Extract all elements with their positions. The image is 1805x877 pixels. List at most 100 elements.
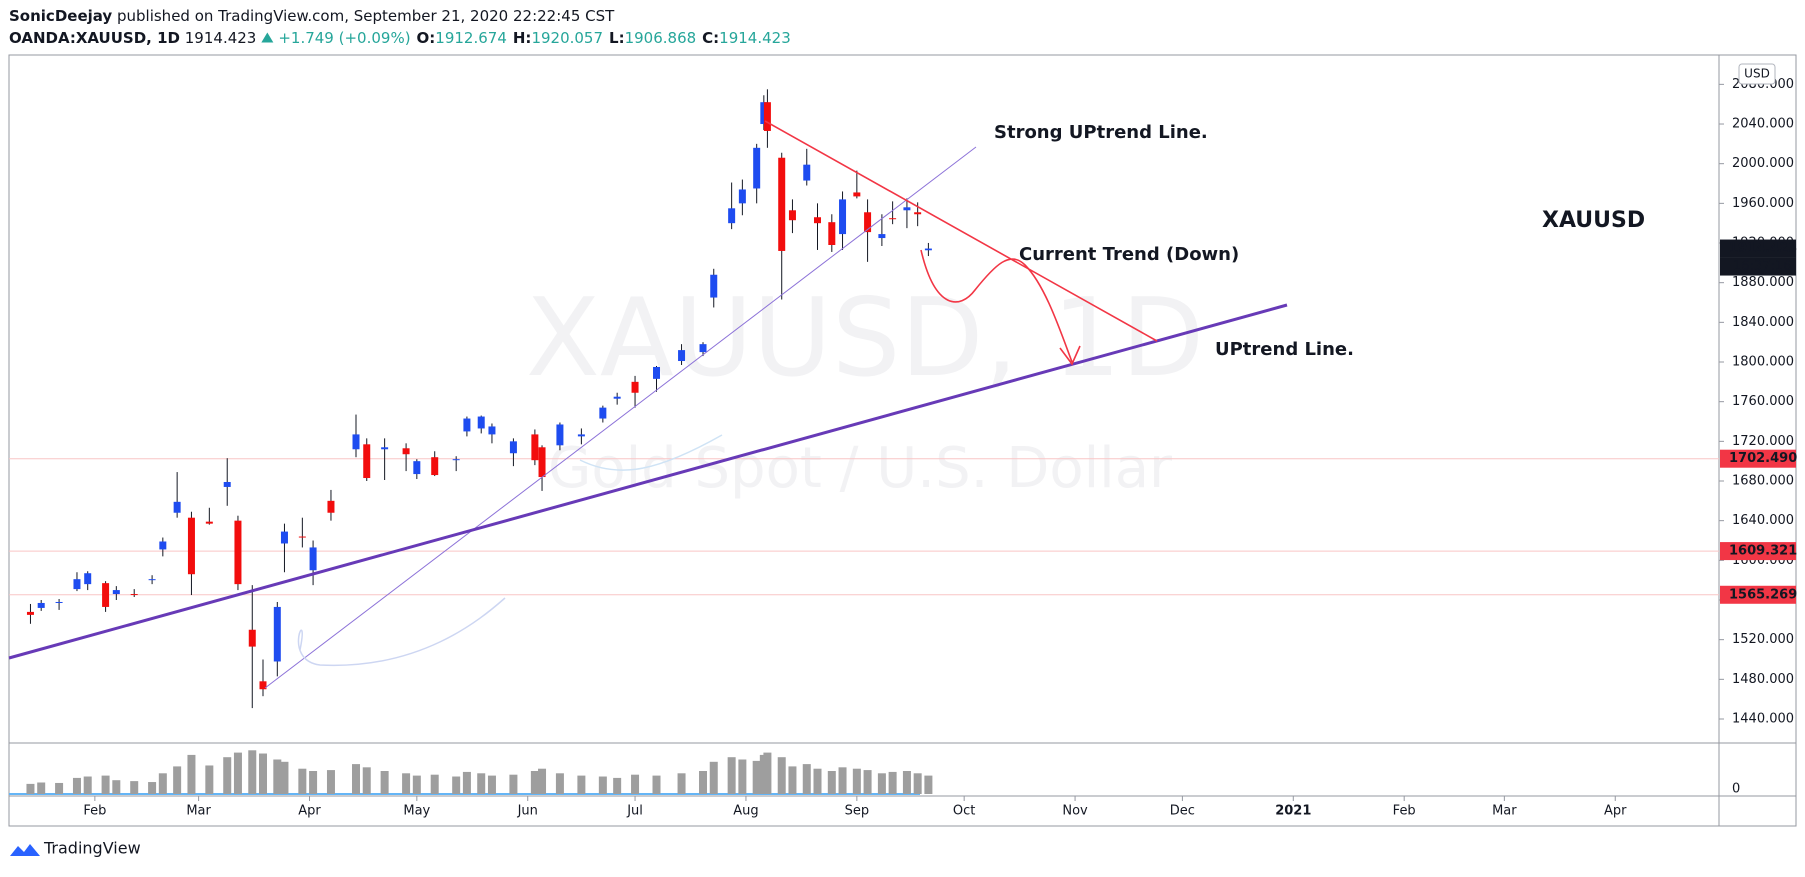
volume-bar: [380, 771, 389, 794]
header-quote: OANDA:XAUUSD, 1D 1914.423 +1.749 (+0.09%)…: [9, 29, 791, 47]
volume-bar: [258, 753, 267, 794]
candle-body: [148, 579, 156, 581]
candle-body: [914, 212, 922, 215]
price-label-box: [1720, 585, 1796, 604]
header-published: SonicDeejay published on TradingView.com…: [9, 7, 615, 25]
currency: USD: [1744, 67, 1770, 81]
y-tick-label: 2000.000: [1732, 156, 1794, 171]
x-tick-label: Feb: [83, 804, 106, 819]
price-axis: 1440.0001480.0001520.0001560.0001600.000…: [83, 77, 1797, 819]
watermark-subtitle: Gold Spot / U.S. Dollar: [548, 436, 1173, 501]
volume-bar: [326, 770, 335, 794]
ohlc-label: O:: [417, 29, 436, 47]
volume-bar: [763, 752, 772, 794]
volume-tick-label: 0: [1732, 782, 1740, 797]
volume-bar: [863, 770, 872, 794]
y-tick-label: 1800.000: [1732, 355, 1794, 370]
candle-body: [924, 248, 932, 251]
price-label-box: [1720, 449, 1796, 468]
y-tick-label: 1840.000: [1732, 315, 1794, 330]
annotation: XAUUSD: [1542, 208, 1645, 233]
x-tick-label: Apr: [1604, 804, 1627, 819]
y-tick-label: 1880.000: [1732, 275, 1794, 290]
volume-bar: [913, 773, 922, 794]
volume-bar: [902, 771, 911, 794]
footer: TradingView: [10, 839, 141, 858]
volume-bar: [72, 777, 81, 794]
x-tick-label: Mar: [1492, 804, 1517, 819]
volume-bar: [26, 783, 35, 794]
candle-body: [760, 102, 768, 125]
ohlc-label: C:: [702, 29, 719, 47]
candle-body: [864, 212, 872, 233]
candle-body: [205, 521, 213, 524]
candle-body: [477, 416, 485, 429]
volume-bar: [888, 771, 897, 794]
candle-body: [280, 531, 288, 544]
candle-body: [431, 457, 439, 476]
x-tick-label: 2021: [1275, 804, 1311, 819]
volume-bar: [631, 774, 640, 794]
projection-arrow: [920, 249, 1073, 363]
volume-bar: [509, 774, 518, 794]
candle-body: [509, 441, 517, 454]
uptrend-line: [8, 303, 1288, 660]
volume-bar: [273, 759, 282, 794]
x-tick-label: Nov: [1062, 804, 1088, 819]
candle-body: [309, 547, 317, 571]
candle-body: [839, 199, 847, 235]
candle-body: [452, 459, 460, 461]
volume-bar: [352, 764, 361, 794]
downtrend-line: [764, 120, 1158, 342]
candle-body: [613, 396, 621, 399]
volume-bar: [777, 757, 786, 794]
ohlc-value: 1914.423: [719, 29, 791, 47]
annotation: Current Trend (Down): [1019, 244, 1239, 265]
price-label: 1702.490: [1729, 451, 1797, 466]
candle-body: [556, 424, 564, 446]
y-tick-label: 1680.000: [1732, 474, 1794, 489]
candle-body: [187, 517, 195, 575]
candle-body: [653, 366, 661, 379]
volume-bar: [727, 757, 736, 794]
x-tick-label: Jun: [517, 804, 538, 819]
volume-bar: [802, 764, 811, 794]
volume-bar: [223, 757, 232, 794]
grid: [9, 458, 1719, 795]
volume-bar: [477, 773, 486, 794]
frame: [8, 54, 1797, 827]
countdown-box: [1720, 257, 1796, 276]
candle-body: [463, 418, 471, 432]
volume-bar: [233, 752, 242, 794]
ohlc-label: H:: [513, 29, 532, 47]
volume-bar: [877, 773, 886, 794]
candle-body: [763, 102, 771, 131]
volume-bar: [813, 768, 822, 794]
volume-bar: [101, 775, 110, 794]
volume-bar: [173, 766, 182, 794]
volume-bar: [827, 771, 836, 794]
candle-body: [55, 601, 63, 603]
y-tick-label: 1760.000: [1732, 394, 1794, 409]
ohlc: O:1912.674 H:1920.057 L:1906.868 C:1914.423: [417, 29, 791, 47]
volume-bar: [924, 775, 933, 794]
volume-bar: [362, 767, 371, 794]
published: published on TradingView.com, September …: [117, 7, 615, 25]
candle-body: [678, 350, 686, 362]
ohlc-value: 1906.868: [625, 29, 697, 47]
volume-bar: [158, 773, 167, 794]
candle-body: [710, 274, 718, 298]
volume-bar: [838, 767, 847, 794]
ohlc-label: L:: [609, 29, 625, 47]
candle-body: [813, 217, 821, 224]
candle-body: [889, 218, 897, 220]
volume-bar: [187, 754, 196, 794]
candle-body: [599, 407, 607, 419]
change: +1.749 (+0.09%): [278, 29, 410, 47]
candle-body: [102, 583, 110, 607]
volume-bar: [613, 777, 622, 794]
y-tick-label: 2040.000: [1732, 117, 1794, 132]
candle-body: [173, 501, 181, 513]
watermark-group: XAUUSD, 1D Gold Spot / U.S. Dollar: [526, 276, 1204, 501]
